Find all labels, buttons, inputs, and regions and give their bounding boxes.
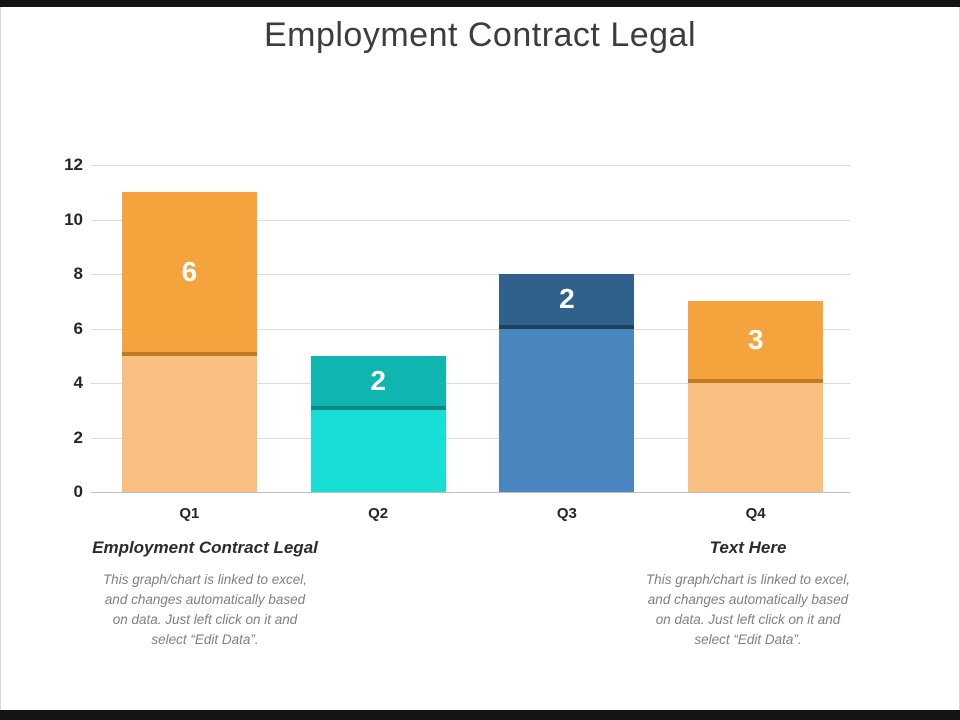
- caption-line: and changes automatically based: [647, 592, 849, 607]
- gridline: [91, 219, 850, 221]
- bar-segment-top-q2: 2: [310, 355, 446, 411]
- caption-line: This graph/chart is linked to excel,: [102, 572, 308, 587]
- bar-segment-top-q4: 3: [688, 301, 824, 383]
- x-axis-label: Q3: [556, 505, 577, 522]
- gridline: [91, 383, 850, 384]
- footer-heading: Text Here: [709, 538, 787, 557]
- y-axis-tick-label: 6: [73, 318, 83, 338]
- data-label: 3: [747, 324, 764, 356]
- bar-segment-base-q1: [121, 355, 257, 492]
- gridline: [91, 492, 850, 493]
- caption-line: This graph/chart is linked to excel,: [645, 572, 851, 587]
- gridline: [91, 437, 850, 439]
- caption-line: select “Edit Data”.: [151, 632, 259, 647]
- y-axis-tick-label: 8: [73, 264, 83, 283]
- gridline: [91, 328, 850, 330]
- bar-segment-top-q3: 2: [499, 274, 635, 329]
- slide-title: Employment Contract Legal: [263, 16, 697, 54]
- y-axis-tick-label: 4: [73, 373, 83, 392]
- x-axis-label: Q2: [368, 505, 389, 522]
- x-axis-label: Q1: [179, 505, 200, 522]
- data-label: 2: [559, 283, 575, 315]
- chart-plot-area: 0 2 4 6 8 10 12 6 Q1 2 Q2 2 Q3 3 Q4: [64, 155, 850, 522]
- data-label: 6: [181, 256, 198, 287]
- gridline: [91, 165, 850, 166]
- bottom-accent-bar: [0, 710, 960, 720]
- footer-heading: Employment Contract Legal: [92, 538, 318, 557]
- footer-block-left: Employment Contract Legal This graph/cha…: [55, 538, 355, 650]
- y-axis-tick-label: 2: [73, 427, 83, 447]
- y-axis-tick-label: 12: [64, 155, 83, 174]
- caption-line: on data. Just left click on it and: [112, 612, 298, 627]
- bar-segment-base-q4: [688, 383, 824, 492]
- bar-segment-base-q3: [499, 328, 635, 492]
- x-axis-label: Q4: [745, 505, 766, 522]
- data-label: 2: [370, 365, 386, 396]
- y-axis-tick-label: 10: [64, 209, 83, 229]
- caption-line: and changes automatically based: [104, 592, 306, 607]
- caption-line: select “Edit Data”.: [694, 632, 802, 647]
- footer-block-right: Text Here This graph/chart is linked to …: [598, 538, 898, 650]
- bar-segment-base-q2: [310, 410, 446, 492]
- gridline: [91, 274, 850, 275]
- top-accent-bar: [0, 0, 960, 7]
- bar-segment-top-q1: 6: [121, 192, 257, 356]
- caption-line: on data. Just left click on it and: [655, 612, 841, 627]
- y-axis-tick-label: 0: [73, 482, 83, 501]
